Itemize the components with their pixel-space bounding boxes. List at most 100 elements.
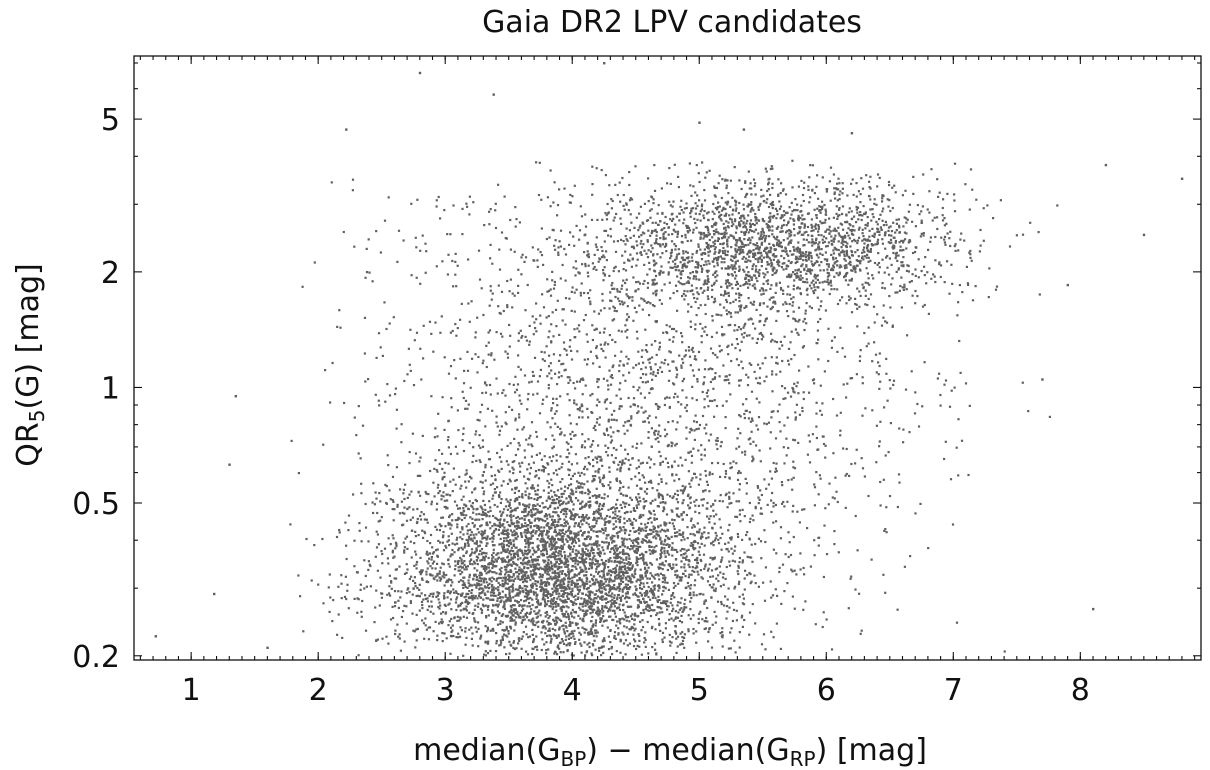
data-point bbox=[884, 247, 887, 250]
data-point bbox=[525, 531, 528, 534]
data-point bbox=[484, 463, 487, 466]
data-point bbox=[504, 628, 507, 632]
data-point bbox=[446, 596, 449, 599]
data-point bbox=[814, 241, 817, 244]
data-point bbox=[508, 640, 511, 643]
data-point bbox=[463, 516, 466, 520]
data-point bbox=[826, 228, 829, 231]
data-point bbox=[428, 557, 431, 560]
data-point bbox=[927, 248, 930, 251]
data-point bbox=[533, 513, 536, 516]
data-point bbox=[536, 538, 539, 541]
data-point bbox=[523, 578, 526, 581]
data-point bbox=[635, 556, 638, 559]
data-point bbox=[532, 549, 536, 552]
data-point bbox=[565, 559, 568, 562]
data-point bbox=[547, 573, 550, 576]
data-point bbox=[593, 608, 596, 611]
data-point bbox=[858, 214, 861, 217]
data-point bbox=[541, 531, 544, 534]
data-point bbox=[485, 565, 488, 569]
data-point bbox=[616, 536, 620, 539]
data-point bbox=[595, 629, 598, 632]
data-point bbox=[532, 508, 535, 511]
data-point bbox=[656, 612, 659, 615]
data-point bbox=[385, 501, 388, 505]
data-point bbox=[496, 597, 499, 600]
data-point bbox=[561, 572, 564, 575]
data-point bbox=[525, 633, 528, 636]
data-point bbox=[933, 275, 936, 278]
data-point bbox=[548, 569, 551, 572]
data-point bbox=[568, 586, 571, 589]
data-point bbox=[504, 576, 507, 579]
data-point bbox=[663, 547, 666, 550]
data-point bbox=[510, 558, 513, 561]
data-point bbox=[465, 605, 468, 608]
data-point bbox=[475, 559, 479, 562]
data-point bbox=[581, 560, 584, 563]
data-point bbox=[593, 600, 596, 603]
data-point bbox=[477, 582, 480, 586]
data-point bbox=[554, 571, 557, 574]
data-point bbox=[564, 524, 567, 527]
data-point bbox=[706, 580, 710, 583]
data-point bbox=[501, 635, 504, 638]
data-point bbox=[521, 496, 524, 499]
data-point bbox=[478, 592, 481, 595]
data-point bbox=[484, 593, 487, 596]
data-point bbox=[447, 446, 450, 449]
data-point bbox=[618, 587, 622, 590]
data-point bbox=[562, 628, 565, 631]
data-point bbox=[537, 625, 540, 628]
data-point bbox=[731, 559, 734, 562]
data-point bbox=[618, 618, 621, 621]
data-point bbox=[439, 566, 442, 569]
data-point bbox=[640, 234, 643, 237]
data-point bbox=[639, 578, 642, 581]
data-point bbox=[599, 552, 603, 555]
data-point bbox=[461, 601, 464, 604]
data-point bbox=[465, 538, 468, 541]
data-point bbox=[646, 577, 649, 580]
data-point bbox=[577, 550, 580, 553]
data-point bbox=[579, 642, 582, 645]
data-point bbox=[567, 527, 571, 530]
data-point bbox=[457, 632, 460, 635]
data-point bbox=[588, 645, 591, 649]
data-point bbox=[622, 608, 625, 612]
data-point bbox=[847, 255, 851, 258]
data-point bbox=[456, 615, 459, 618]
data-point bbox=[791, 304, 794, 307]
data-point bbox=[520, 571, 523, 574]
data-point bbox=[581, 549, 584, 552]
data-point bbox=[560, 487, 563, 490]
data-point bbox=[522, 570, 525, 573]
data-point bbox=[562, 513, 565, 516]
data-point bbox=[743, 244, 746, 247]
data-point bbox=[609, 609, 612, 612]
data-point bbox=[637, 545, 640, 548]
data-point bbox=[528, 472, 531, 475]
data-point bbox=[630, 478, 633, 481]
data-point bbox=[544, 583, 548, 586]
data-point bbox=[707, 280, 710, 283]
data-point bbox=[613, 552, 616, 555]
data-point bbox=[744, 244, 748, 247]
data-point bbox=[657, 618, 660, 621]
data-point bbox=[504, 581, 507, 584]
data-point bbox=[543, 565, 546, 568]
data-point bbox=[703, 252, 706, 255]
data-point bbox=[502, 557, 505, 560]
data-point bbox=[565, 644, 568, 647]
data-point bbox=[542, 619, 545, 622]
data-point bbox=[591, 608, 594, 611]
data-point bbox=[653, 517, 656, 520]
data-point bbox=[631, 574, 634, 577]
data-point bbox=[540, 579, 543, 582]
data-point bbox=[651, 499, 654, 502]
data-point bbox=[634, 509, 637, 512]
data-point bbox=[835, 212, 838, 215]
data-point bbox=[623, 512, 626, 515]
data-point bbox=[373, 621, 376, 624]
